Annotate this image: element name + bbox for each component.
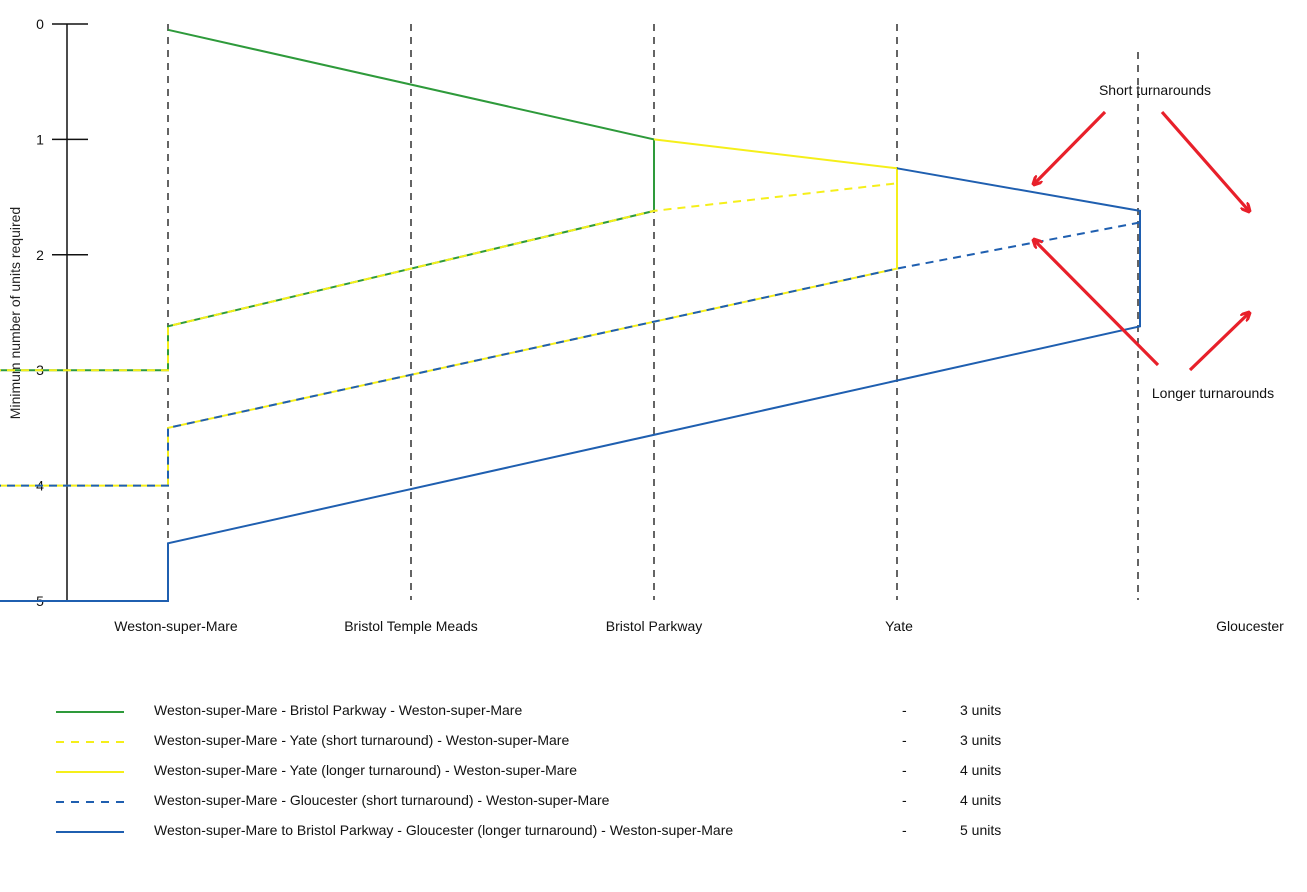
turnaround-arrow <box>1034 110 1107 184</box>
legend-swatch <box>56 771 124 773</box>
legend-item: Weston-super-Mare - Yate (short turnarou… <box>50 730 1250 760</box>
legend-label: Weston-super-Mare - Bristol Parkway - We… <box>154 702 523 718</box>
station-labels: Weston-super-Mare Bristol Temple Meads Bri… <box>114 618 1284 634</box>
legend-label: Weston-super-Mare - Yate (short turnarou… <box>154 732 570 748</box>
station-label: Bristol Temple Meads <box>344 618 478 634</box>
series-line <box>0 167 1141 602</box>
legend-units: 5 units <box>960 822 1002 838</box>
legend-units: 4 units <box>960 762 1002 778</box>
station-label: Weston-super-Mare <box>114 618 238 634</box>
series-line <box>0 138 898 487</box>
turnaround-arrow <box>1034 240 1160 367</box>
y-tick-label: 1 <box>36 131 44 147</box>
station-label: Gloucester <box>1216 618 1284 634</box>
legend-label: Weston-super-Mare - Yate (longer turnaro… <box>154 762 578 778</box>
legend-separator: - <box>902 702 907 718</box>
legend-swatch <box>56 741 124 743</box>
legend-item: Weston-super-Mare - Bristol Parkway - We… <box>50 700 1250 730</box>
legend-separator: - <box>902 822 907 838</box>
y-axis-label: Minimum number of units required <box>7 207 23 419</box>
short-turnarounds-annotation: Short turnarounds <box>1099 82 1211 98</box>
legend-item: Weston-super-Mare - Gloucester (short tu… <box>50 790 1250 820</box>
station-gridlines <box>167 24 1139 600</box>
legend-item: Weston-super-Mare - Yate (longer turnaro… <box>50 760 1250 790</box>
series-line <box>0 28 655 372</box>
longer-turnarounds-annotation: Longer turnarounds <box>1152 385 1274 401</box>
y-tick-label: 2 <box>36 247 44 263</box>
legend: Weston-super-Mare - Bristol Parkway - We… <box>50 700 1250 850</box>
legend-separator: - <box>902 762 907 778</box>
legend-units: 3 units <box>960 732 1002 748</box>
station-label: Yate <box>885 618 913 634</box>
series-line <box>0 182 898 372</box>
series-group <box>0 28 1141 602</box>
series-line <box>0 221 1141 487</box>
legend-units: 3 units <box>960 702 1002 718</box>
legend-units: 4 units <box>960 792 1002 808</box>
y-tick-label: 0 <box>36 16 44 32</box>
turnaround-arrows <box>1034 110 1249 372</box>
legend-swatch <box>56 801 124 803</box>
legend-label: Weston-super-Mare to Bristol Parkway - G… <box>154 822 734 838</box>
legend-separator: - <box>902 732 907 748</box>
legend-separator: - <box>902 792 907 808</box>
legend-swatch <box>56 711 124 713</box>
legend-label: Weston-super-Mare - Gloucester (short tu… <box>154 792 610 808</box>
turnaround-arrow <box>1160 110 1249 211</box>
station-label: Bristol Parkway <box>606 618 702 634</box>
legend-swatch <box>56 831 124 833</box>
legend-item: Weston-super-Mare to Bristol Parkway - G… <box>50 820 1250 850</box>
turnaround-arrow <box>1188 313 1249 372</box>
